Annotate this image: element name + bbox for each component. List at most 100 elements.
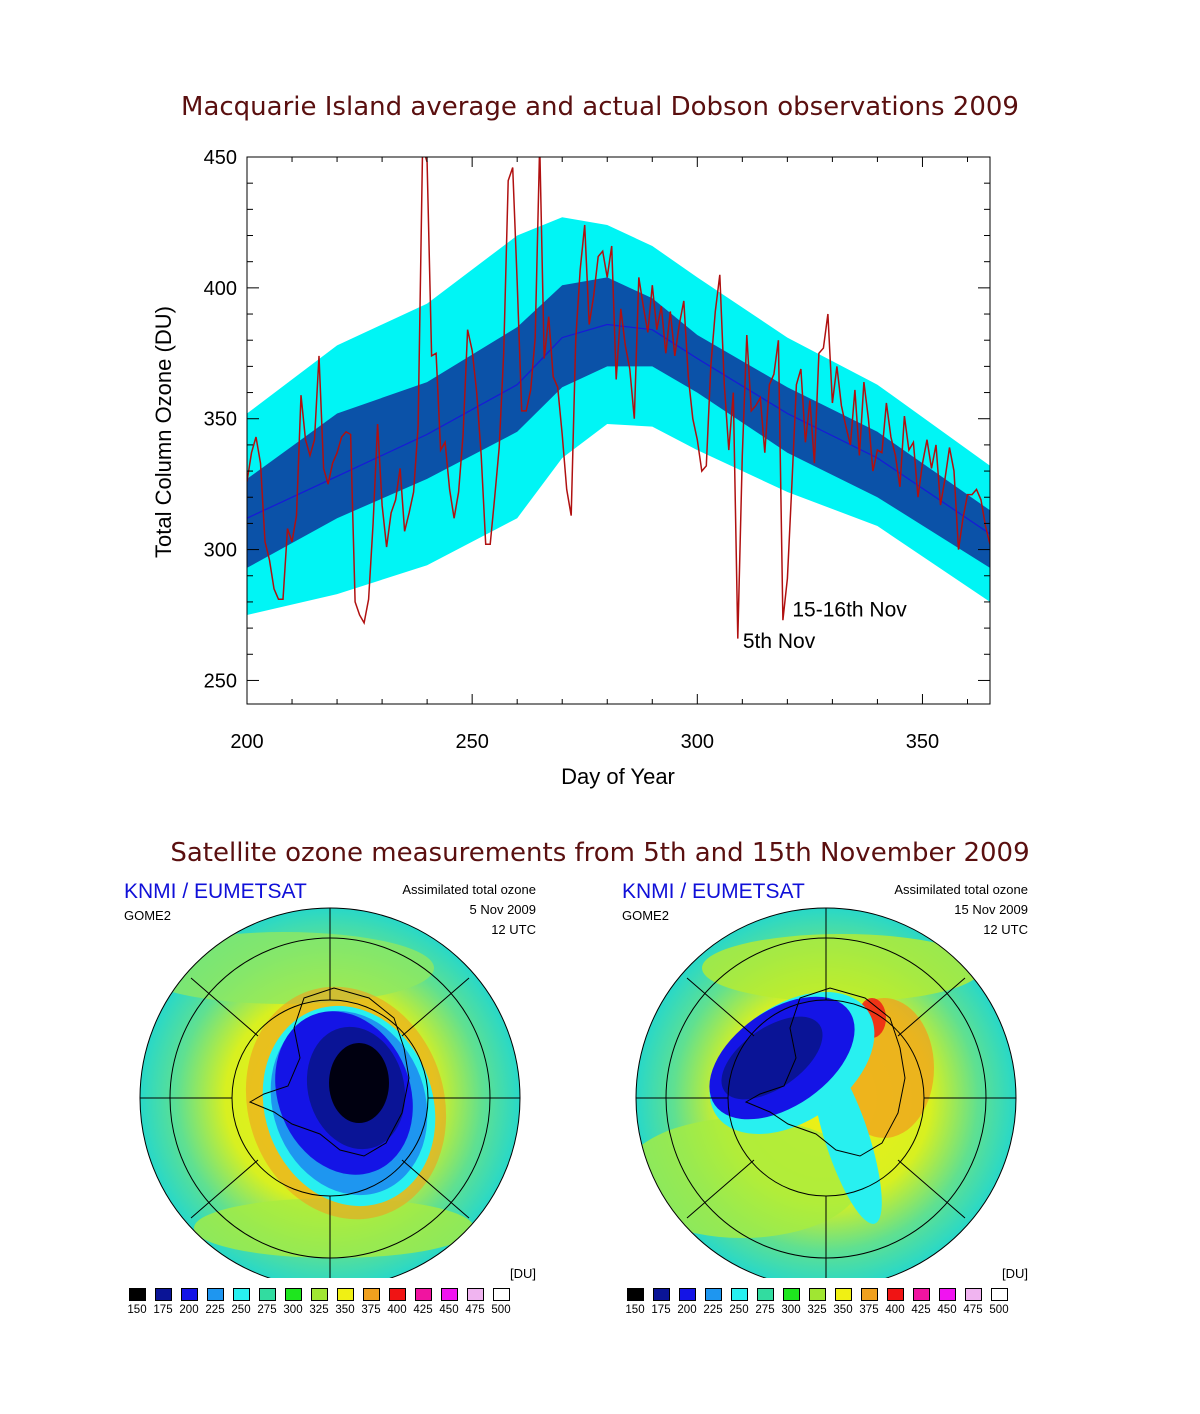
chart-title: Macquarie Island average and actual Dobs… (181, 92, 1019, 122)
scale-label: 325 (807, 1304, 827, 1316)
scale-item: 350 (830, 1288, 856, 1316)
scale-label: 225 (205, 1304, 225, 1316)
x-axis-label: Day of Year (561, 764, 675, 789)
scale-label: 350 (335, 1304, 355, 1316)
scale-swatch (284, 1288, 302, 1301)
scale-label: 475 (465, 1304, 485, 1316)
scale-label: 200 (677, 1304, 697, 1316)
scale-swatch (652, 1288, 670, 1301)
map-date: 15 Nov 2009 (954, 902, 1028, 917)
plot-frame (246, 156, 991, 705)
scale-swatch (678, 1288, 696, 1301)
series-observations-line (247, 157, 990, 639)
y-tick-label: 350 (204, 409, 237, 431)
scale-swatch (834, 1288, 852, 1301)
scale-swatch (206, 1288, 224, 1301)
maps-title: Satellite ozone measurements from 5th an… (170, 838, 1030, 868)
scale-label: 250 (231, 1304, 251, 1316)
scale-swatch (756, 1288, 774, 1301)
polar-ozone-map (635, 907, 1017, 1278)
scale-label: 375 (859, 1304, 879, 1316)
scale-item: 275 (254, 1288, 280, 1316)
scale-swatch (938, 1288, 956, 1301)
scale-swatch (310, 1288, 328, 1301)
scale-swatch (362, 1288, 380, 1301)
antarctica-coastline (248, 987, 410, 1157)
scale-item: 425 (908, 1288, 934, 1316)
scale-item: 250 (726, 1288, 752, 1316)
x-tick-label: 350 (906, 731, 939, 753)
x-tick-label: 250 (455, 731, 488, 753)
scale-swatch (492, 1288, 510, 1301)
y-tick-label: 300 (204, 540, 237, 562)
scale-swatch (912, 1288, 930, 1301)
scale-item: 375 (358, 1288, 384, 1316)
scale-swatch (626, 1288, 644, 1301)
scale-label: 500 (989, 1304, 1009, 1316)
scale-item: 325 (306, 1288, 332, 1316)
y-tick-label: 400 (204, 278, 237, 300)
color-scale: 150 175 200 225 250 275 300 325 350 375 400 425 450 4… (124, 1288, 514, 1316)
map-time: 12 UTC (983, 922, 1028, 937)
scale-item: 225 (202, 1288, 228, 1316)
scale-item: 475 (462, 1288, 488, 1316)
scale-item: 325 (804, 1288, 830, 1316)
scale-item: 300 (778, 1288, 804, 1316)
scale-item: 300 (280, 1288, 306, 1316)
scale-label: 325 (309, 1304, 329, 1316)
scale-item: 150 (622, 1288, 648, 1316)
y-tick-label: 250 (204, 670, 237, 692)
scale-swatch (440, 1288, 458, 1301)
map-unit: [DU] (1002, 1266, 1028, 1281)
scale-swatch (154, 1288, 172, 1301)
scale-swatch (258, 1288, 276, 1301)
scale-label: 150 (625, 1304, 645, 1316)
scale-swatch (730, 1288, 748, 1301)
scale-label: 450 (439, 1304, 459, 1316)
scale-swatch (990, 1288, 1008, 1301)
x-tick-label: 300 (681, 731, 714, 753)
map-panel-15-nov: KNMI / EUMETSAT GOME2 Assimilated total … (622, 880, 1028, 1316)
scale-item: 500 (986, 1288, 1012, 1316)
scale-swatch (860, 1288, 878, 1301)
map-unit: [DU] (510, 1266, 536, 1281)
scale-label: 275 (257, 1304, 277, 1316)
scale-swatch (466, 1288, 484, 1301)
scale-swatch (782, 1288, 800, 1301)
scale-label: 400 (387, 1304, 407, 1316)
scale-swatch (886, 1288, 904, 1301)
scale-label: 200 (179, 1304, 199, 1316)
scale-swatch (232, 1288, 250, 1301)
scale-item: 475 (960, 1288, 986, 1316)
scale-item: 450 (436, 1288, 462, 1316)
scale-item: 375 (856, 1288, 882, 1316)
scale-swatch (964, 1288, 982, 1301)
map-product: Assimilated total ozone (894, 882, 1028, 897)
x-tick-label: 200 (230, 731, 263, 753)
scale-swatch (336, 1288, 354, 1301)
annotation: 5th Nov (743, 630, 816, 653)
scale-item: 150 (124, 1288, 150, 1316)
y-tick-label: 450 (204, 147, 237, 169)
scale-label: 275 (755, 1304, 775, 1316)
y-axis-label: Total Column Ozone (DU) (151, 306, 176, 558)
scale-label: 150 (127, 1304, 147, 1316)
scale-label: 450 (937, 1304, 957, 1316)
scale-swatch (128, 1288, 146, 1301)
map-time: 12 UTC (491, 922, 536, 937)
color-scale: 150 175 200 225 250 275 300 325 350 375 400 425 450 4… (622, 1288, 1012, 1316)
series-outer-band (247, 217, 990, 615)
map-info: Assimilated total ozone 5 Nov 2009 12 UT… (402, 880, 536, 940)
scale-swatch (388, 1288, 406, 1301)
antarctica-coastline (744, 987, 906, 1157)
ozone-line-chart: 200 250 300 350 250 300 350 400 450 15-16th Nov 5… (151, 147, 991, 789)
scale-label: 225 (703, 1304, 723, 1316)
scale-swatch (808, 1288, 826, 1301)
scale-swatch (414, 1288, 432, 1301)
scale-label: 475 (963, 1304, 983, 1316)
scale-item: 200 (176, 1288, 202, 1316)
scale-item: 175 (150, 1288, 176, 1316)
map-instrument: GOME2 (622, 908, 669, 923)
scale-label: 350 (833, 1304, 853, 1316)
scale-label: 425 (413, 1304, 433, 1316)
